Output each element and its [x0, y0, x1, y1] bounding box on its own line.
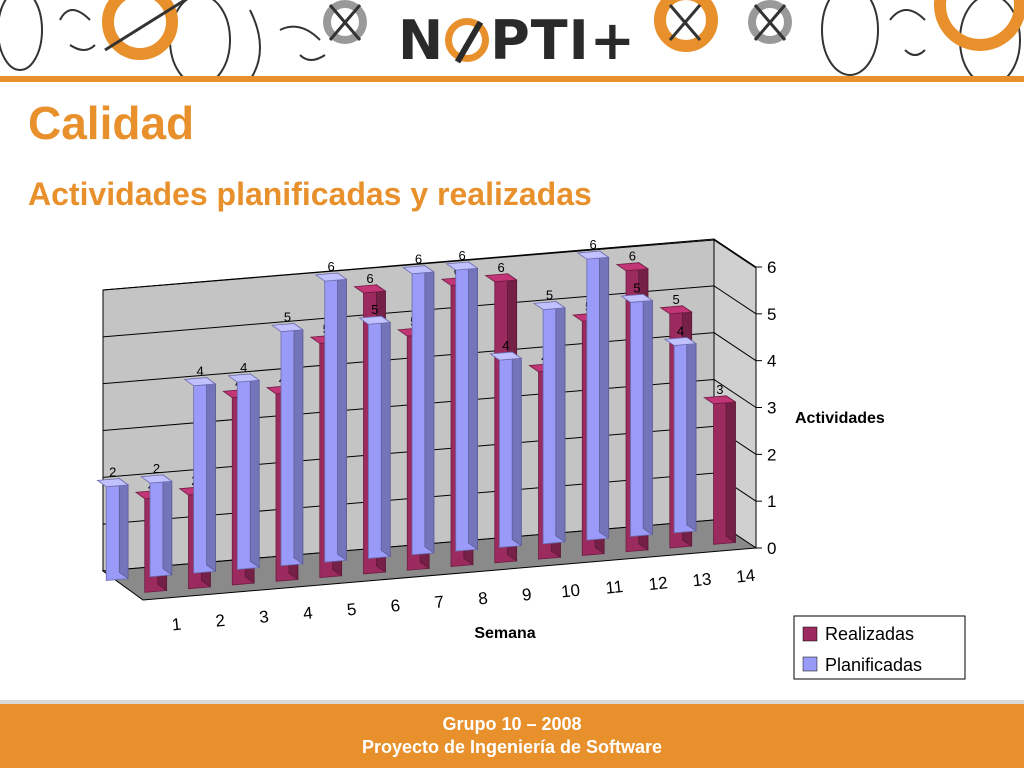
bar-side	[118, 477, 129, 580]
bar-top	[445, 261, 479, 271]
gridline	[102, 332, 757, 385]
y-tick-label: 0	[767, 539, 776, 558]
y-tick-label: 4	[767, 352, 776, 371]
data-label: 6	[590, 237, 597, 252]
data-label: 6	[459, 248, 466, 263]
y-tick-label: 5	[767, 305, 776, 324]
y-tick-label: 6	[767, 258, 776, 277]
gridline	[102, 285, 757, 338]
bar-top	[353, 284, 387, 294]
bar-side	[725, 395, 736, 544]
legend-swatch-planificadas	[802, 656, 818, 672]
bar-side	[599, 250, 610, 540]
x-tick-label: 13	[692, 569, 713, 590]
x-tick-label: 6	[390, 596, 401, 616]
x-tick-label: 5	[346, 600, 357, 620]
bar-top	[659, 305, 693, 315]
bar-top	[703, 395, 737, 405]
bar-side	[555, 300, 566, 543]
x-tick-label: 1	[171, 615, 182, 635]
bar-top	[663, 337, 698, 346]
footer-project: Proyecto de Ingeniería de Software	[361, 737, 663, 757]
x-tick-label: 11	[605, 577, 625, 598]
bar-side	[468, 261, 478, 551]
slide-subtitle: Actividades planificadas y realizadas	[28, 176, 592, 212]
bar-side	[686, 336, 697, 532]
x-tick-label: 2	[215, 611, 226, 631]
data-label: 5	[546, 288, 553, 303]
y-axis-label: Actividades	[795, 410, 885, 427]
x-tick-label: 3	[258, 607, 269, 627]
x-tick-label: 12	[648, 573, 669, 594]
bar-top	[615, 262, 650, 272]
data-label: 6	[498, 260, 505, 275]
data-label: 6	[415, 252, 422, 267]
bar-side	[206, 376, 216, 573]
bar-side	[249, 373, 260, 569]
banner-sketch-icon	[0, 0, 1024, 78]
bar-top	[484, 273, 518, 283]
bar-side	[162, 474, 173, 576]
x-tick-label: 7	[434, 592, 445, 612]
data-label: 4	[677, 323, 684, 338]
data-label: 2	[153, 461, 160, 476]
bar-top	[489, 351, 523, 361]
data-label: 4	[240, 360, 247, 375]
bar-top	[270, 323, 304, 333]
y-tick-label: 3	[767, 399, 776, 418]
data-label: 5	[371, 302, 378, 317]
legend-swatch-realizadas	[802, 626, 818, 642]
footer-group: Grupo 10 – 2008	[442, 714, 582, 734]
bar-side	[424, 264, 435, 554]
bar-top	[183, 377, 217, 387]
gridline	[102, 378, 757, 431]
slide-title: Calidad	[28, 97, 195, 149]
x-tick-label: 4	[302, 603, 313, 623]
data-label: 5	[284, 310, 291, 325]
x-tick-label: 10	[560, 581, 581, 602]
legend-label-planificadas: Planificadas	[825, 655, 922, 675]
data-label: 6	[328, 259, 335, 274]
legend-label-realizadas: Realizadas	[825, 624, 914, 644]
data-label: 4	[197, 364, 204, 379]
bar-top	[140, 474, 173, 484]
nopti-logo: N PTI+	[398, 8, 636, 72]
bar-side	[380, 315, 391, 558]
bar-top	[96, 478, 130, 488]
bar-side	[337, 272, 347, 562]
x-axis-label: Semana	[474, 625, 535, 642]
banner-divider	[0, 76, 1024, 82]
data-label: 3	[716, 382, 723, 397]
footer: Grupo 10 – 2008 Proyecto de Ingeniería d…	[0, 704, 1024, 768]
data-label: 4	[502, 338, 509, 353]
x-tick-label: 14	[735, 566, 756, 587]
y-tick-label: 1	[767, 492, 776, 511]
gridline	[102, 238, 757, 291]
y-tick-label: 2	[767, 445, 776, 464]
bar-top	[576, 250, 610, 260]
data-label: 5	[672, 292, 679, 307]
header-banner: N PTI+	[0, 0, 1024, 78]
data-label: 6	[366, 271, 373, 286]
bar-top	[358, 315, 392, 325]
data-label: 6	[629, 249, 636, 264]
bar-top	[227, 373, 261, 383]
chart-legend	[793, 615, 966, 680]
data-label: 5	[633, 280, 640, 295]
bar-side	[293, 322, 304, 565]
bar-top	[620, 293, 654, 303]
footer-divider	[0, 700, 1024, 704]
bar-side	[642, 293, 653, 536]
x-tick-label: 8	[477, 589, 488, 609]
bar-top	[532, 301, 567, 311]
bar-side	[511, 351, 522, 547]
bar-top	[401, 265, 436, 275]
bar-top	[314, 272, 348, 282]
data-label: 2	[109, 465, 116, 480]
x-tick-label: 9	[521, 585, 532, 605]
